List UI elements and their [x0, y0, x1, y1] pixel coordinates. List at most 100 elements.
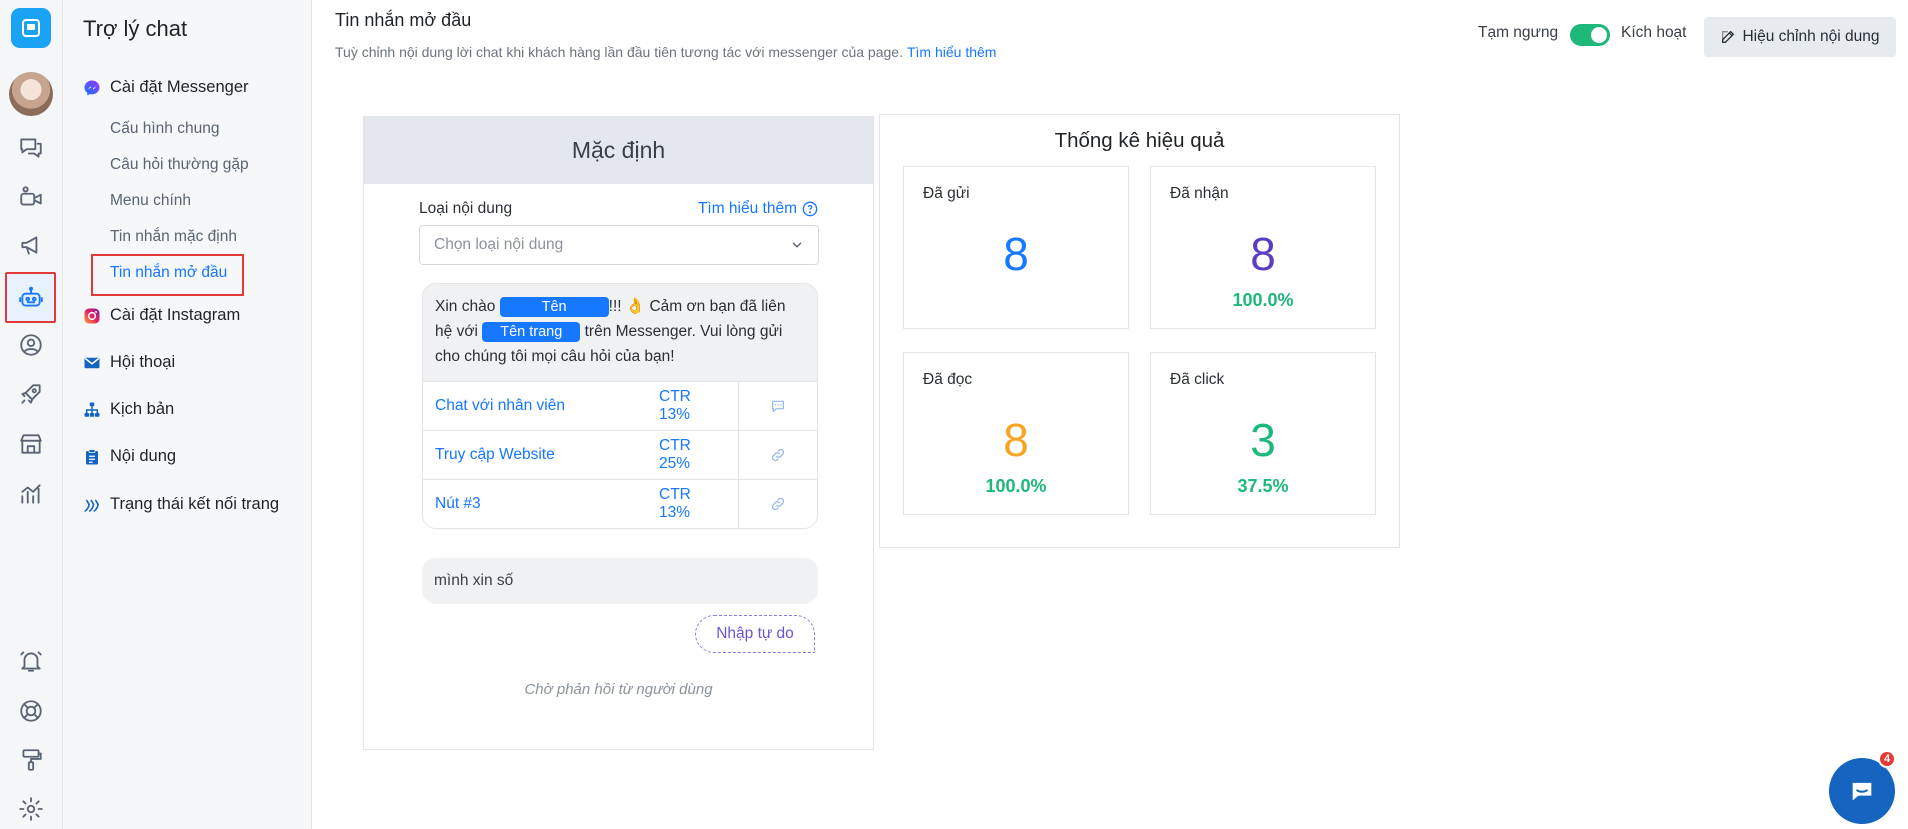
stat-card-clicked: Đã click 3 37.5%: [1150, 352, 1376, 515]
message-text-part: Xin chào: [435, 298, 496, 315]
message-button-row[interactable]: Chat với nhân viên CTR 13%: [423, 381, 817, 430]
video-camera-icon[interactable]: [12, 178, 50, 216]
chat-icon: [739, 382, 817, 430]
stat-label: Đã gửi: [923, 185, 970, 202]
nav-group-conversations-label: Hội thoại: [110, 353, 176, 371]
page-description: Tuỳ chỉnh nội dung lời chat khi khách hà…: [335, 44, 996, 60]
link-icon: [739, 480, 817, 528]
bell-icon[interactable]: [12, 642, 50, 680]
megaphone-icon[interactable]: [12, 226, 50, 264]
support-chat-button[interactable]: [1829, 758, 1895, 824]
activation-toggle[interactable]: [1570, 24, 1610, 46]
edit-content-button[interactable]: Hiệu chỉnh nội dung: [1704, 17, 1896, 57]
message-text-part: với: [456, 323, 478, 340]
waiting-text: Chờ phản hồi từ người dùng: [524, 681, 713, 698]
stat-percent: 37.5%: [1237, 476, 1289, 496]
chat-bubbles-icon[interactable]: [12, 128, 50, 166]
nav-group-messenger[interactable]: Cài đặt Messenger: [83, 78, 249, 97]
help-circle-icon: [802, 201, 818, 217]
content-type-select[interactable]: Chọn loại nội dung: [419, 225, 819, 265]
user-circle-icon[interactable]: [12, 326, 50, 364]
nav-sub-main-menu[interactable]: Menu chính: [110, 192, 191, 209]
message-button-label: Nút #3: [435, 495, 481, 512]
message-button-ctr: CTR 13%: [659, 382, 739, 430]
clipboard-icon: [83, 448, 101, 466]
welcome-message-text: Xin chào Tên!!! 👌 Cảm ơn bạn đã liên hệ …: [423, 284, 817, 381]
rocket-icon[interactable]: [12, 375, 50, 413]
sitemap-icon: [83, 401, 101, 419]
nav-group-messenger-label: Cài đặt Messenger: [110, 78, 249, 96]
paint-roller-icon[interactable]: [12, 741, 50, 779]
message-text-part: trên Messenger. Vui lòng gửi cho chúng t…: [435, 323, 783, 365]
nav-title: Trợ lý chat: [83, 16, 188, 41]
nav-group-instagram-label: Cài đặt Instagram: [110, 306, 241, 324]
envelope-icon: [83, 354, 101, 372]
active-label: Kích hoạt: [1621, 24, 1687, 41]
stats-panel: Thống kê hiệu quả Đã gửi 8 Đã nhận 8 100…: [879, 114, 1400, 548]
active-rail-highlight: [5, 272, 56, 323]
messenger-icon: [83, 79, 101, 97]
nav-group-conversations[interactable]: Hội thoại: [83, 353, 175, 372]
content-type-select-placeholder: Chọn loại nội dung: [434, 236, 564, 253]
app-logo-icon[interactable]: [11, 8, 51, 48]
message-button-label: Chat với nhân viên: [435, 397, 565, 414]
stat-card-read: Đã đọc 8 100.0%: [903, 352, 1129, 515]
paused-label: Tạm ngưng: [1478, 24, 1559, 41]
stat-card-received: Đã nhận 8 100.0%: [1150, 166, 1376, 329]
stat-value: 8: [1003, 228, 1029, 280]
support-icon[interactable]: [12, 692, 50, 730]
welcome-message-bubble: Xin chào Tên!!! 👌 Cảm ơn bạn đã liên hệ …: [422, 283, 818, 529]
card-title: Mặc định: [364, 117, 873, 184]
connection-icon: [83, 496, 101, 514]
message-button-row[interactable]: Truy cập Website CTR 25%: [423, 430, 817, 479]
page-description-text: Tuỳ chỉnh nội dung lời chat khi khách hà…: [335, 44, 903, 60]
message-text-part: !!! 👌 Cảm ơn bạn đã liên hệ: [435, 298, 786, 340]
edit-icon: [1722, 30, 1735, 43]
chat-widget-icon: [1852, 782, 1872, 801]
nav-group-scenarios[interactable]: Kịch bản: [83, 400, 174, 419]
message-button-row[interactable]: Nút #3 CTR 13%: [423, 479, 817, 528]
robot-icon[interactable]: [12, 279, 50, 317]
instagram-icon: [83, 307, 101, 325]
stat-label: Đã click: [1170, 371, 1225, 388]
nav-sub-general-config[interactable]: Cấu hình chung: [110, 120, 220, 137]
nav-group-content-label: Nội dung: [110, 447, 177, 465]
learn-more-link[interactable]: Tìm hiểu thêm: [906, 44, 997, 60]
chat-notification-badge: 4: [1878, 750, 1896, 768]
nav-sub-default-message[interactable]: Tin nhắn mặc định: [110, 228, 237, 245]
edit-content-label: Hiệu chỉnh nội dung: [1742, 28, 1880, 45]
stat-card-sent: Đã gửi 8: [903, 166, 1129, 329]
nav-group-connection-status-label: Trạng thái kết nối trang: [110, 495, 280, 513]
page-title: Tin nhắn mở đầu: [335, 10, 472, 30]
nav-sub-opening-message[interactable]: Tin nhắn mở đầu: [110, 264, 228, 281]
chevron-down-icon: [792, 242, 802, 248]
avatar[interactable]: [9, 72, 53, 116]
nav-group-instagram[interactable]: Cài đặt Instagram: [83, 306, 240, 325]
content-type-label: Loại nội dung: [419, 200, 513, 217]
nav-panel: Trợ lý chat Cài đặt Messenger Cấu hình c…: [63, 0, 312, 829]
icon-rail: [0, 0, 63, 829]
stat-value: 3: [1250, 414, 1276, 466]
stats-title: Thống kê hiệu quả: [1054, 129, 1225, 152]
gear-icon[interactable]: [12, 790, 50, 828]
stat-value: 8: [1250, 228, 1276, 280]
content-type-learn-more-label: Tìm hiểu thêm: [697, 200, 797, 217]
nav-group-content[interactable]: Nội dung: [83, 447, 176, 466]
nav-sub-faq[interactable]: Câu hỏi thường gặp: [110, 156, 249, 173]
analytics-icon[interactable]: [12, 475, 50, 513]
stat-percent: 100.0%: [985, 476, 1047, 496]
nav-group-connection-status[interactable]: Trạng thái kết nối trang: [83, 495, 279, 514]
stat-percent: 100.0%: [1232, 290, 1294, 310]
name-tag: Tên: [499, 297, 609, 317]
message-button-label: Truy cập Website: [435, 446, 555, 463]
stat-label: Đã đọc: [923, 371, 973, 388]
store-icon[interactable]: [12, 425, 50, 463]
user-reply-bubble: mình xin số: [422, 558, 818, 604]
default-message-card: Mặc định Loại nội dung Tìm hiểu thêm Chọ…: [363, 116, 874, 750]
free-input-chip[interactable]: Nhập tự do: [695, 615, 815, 653]
message-button-ctr: CTR 25%: [659, 431, 739, 479]
stat-label: Đã nhận: [1170, 185, 1229, 202]
active-nav-highlight: [91, 254, 244, 296]
content-type-learn-more[interactable]: Tìm hiểu thêm: [698, 200, 818, 218]
